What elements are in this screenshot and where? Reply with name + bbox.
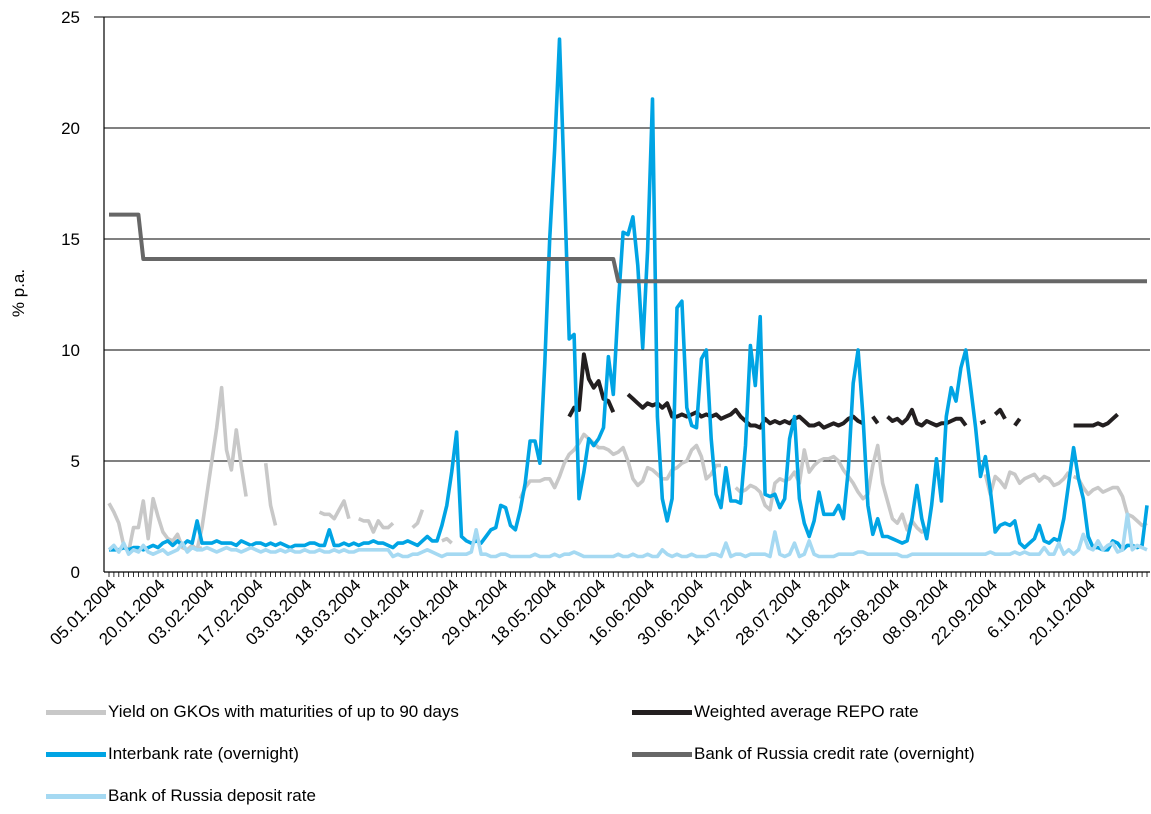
series-lines bbox=[107, 37, 1149, 559]
series-0-segment bbox=[318, 499, 351, 521]
x-tick-labels: 05.01.200420.01.200403.02.200417.02.2004… bbox=[46, 575, 1099, 649]
series-1-segment bbox=[871, 415, 880, 425]
series-0-segment bbox=[195, 385, 248, 551]
series-0-segment bbox=[518, 432, 721, 500]
series-0-segment bbox=[357, 517, 395, 534]
series-0-segment bbox=[441, 536, 453, 545]
y-tick-label: 0 bbox=[71, 563, 80, 582]
gridlines bbox=[104, 16, 1150, 462]
series-4-segment bbox=[107, 512, 1148, 559]
series-0-segment bbox=[983, 470, 1071, 497]
series-3-segment bbox=[109, 212, 1147, 284]
y-tick-labels: 0 5 10 15 20 25 bbox=[61, 8, 80, 582]
series-1-segment bbox=[993, 407, 1007, 420]
x-minor-ticks bbox=[108, 572, 1148, 577]
y-tick-label: 20 bbox=[61, 119, 80, 138]
series-1-segment bbox=[1013, 417, 1022, 427]
series-1-segment bbox=[886, 407, 968, 428]
series-2-segment bbox=[109, 37, 1149, 552]
y-axis-label: % p.a. bbox=[9, 269, 28, 317]
series-0-segment bbox=[734, 443, 928, 534]
y-tick-label: 5 bbox=[71, 452, 80, 471]
series-0-segment bbox=[263, 462, 278, 526]
y-tick-label: 25 bbox=[61, 8, 80, 27]
series-1-segment bbox=[1073, 412, 1119, 428]
y-tick-label: 10 bbox=[61, 341, 80, 360]
series-0-segment bbox=[1072, 474, 1148, 528]
x-tick-marks bbox=[108, 572, 1148, 577]
y-tick-label: 15 bbox=[61, 230, 80, 249]
series-0-segment bbox=[411, 509, 425, 529]
series-1-segment bbox=[979, 419, 987, 426]
